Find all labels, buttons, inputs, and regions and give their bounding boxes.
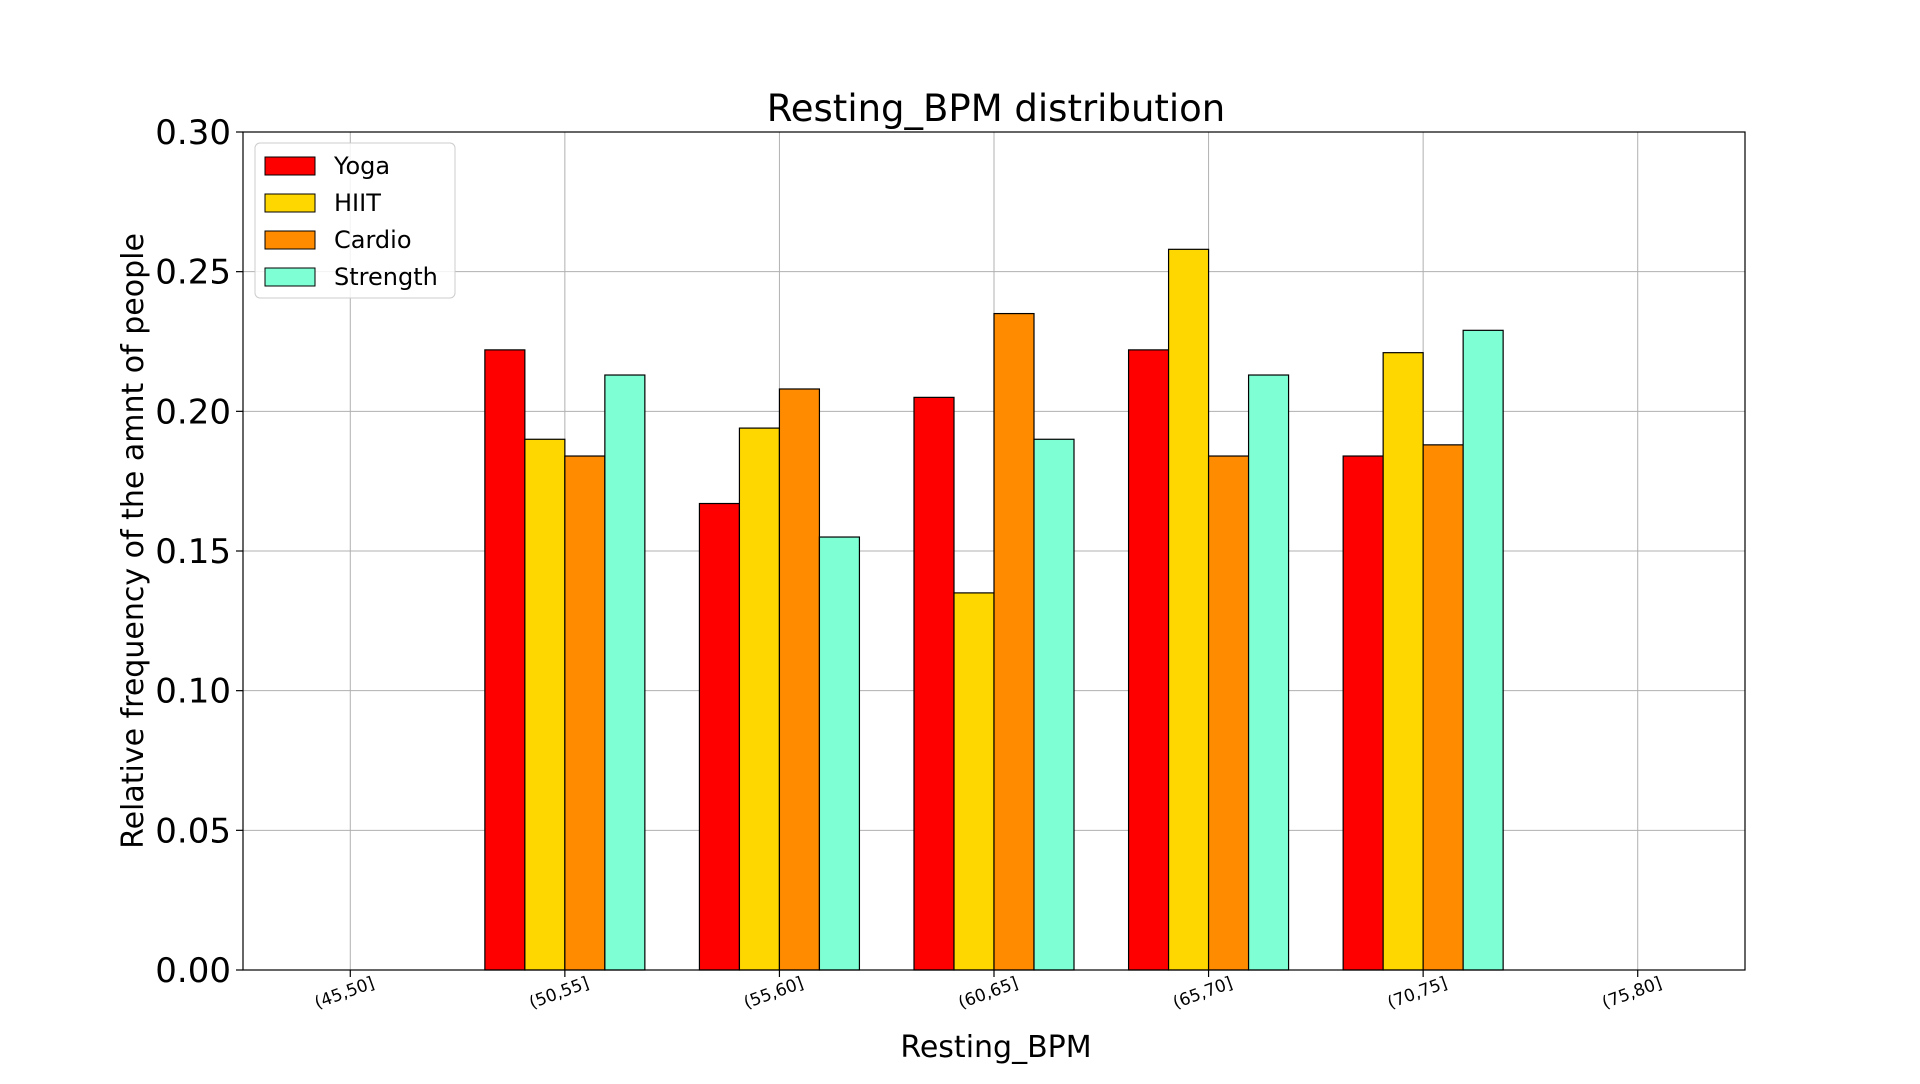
bar-strength-4	[1247, 374, 1290, 971]
bar-cardio-5	[1422, 444, 1464, 971]
legend-label-cardio: Cardio	[334, 226, 412, 254]
bar-cardio-3	[993, 312, 1035, 971]
bar-cardio-2	[778, 388, 821, 971]
legend-swatch-hiit	[264, 193, 316, 213]
bar-hiit-4	[1167, 248, 1210, 971]
x-tick-label: (50,55]	[527, 973, 592, 1013]
legend-box	[254, 142, 456, 299]
y-tick-label: 0.25	[155, 253, 231, 293]
bar-hiit-5	[1382, 352, 1424, 971]
bar-cardio-4	[1207, 455, 1250, 971]
bar-strength-3	[1033, 438, 1075, 971]
y-tick-label: 0.05	[155, 811, 231, 851]
legend-swatch-strength	[264, 267, 316, 287]
bar-yoga-3	[913, 396, 955, 971]
bar-cardio-1	[564, 455, 606, 971]
y-tick-label: 0.15	[155, 532, 231, 572]
bar-yoga-1	[484, 349, 526, 971]
bar-yoga-4	[1127, 349, 1170, 971]
legend-swatch-yoga	[264, 156, 316, 176]
x-tick-label: (55,60]	[741, 973, 806, 1013]
legend-label-hiit: HIIT	[334, 189, 381, 217]
x-tick-label: (70,75]	[1385, 973, 1450, 1013]
bar-yoga-5	[1342, 455, 1384, 971]
bar-strength-2	[818, 536, 861, 971]
bar-strength-5	[1462, 329, 1504, 971]
bar-hiit-1	[524, 438, 566, 971]
legend: Yoga HIIT Cardio Strength	[254, 142, 456, 299]
x-tick-label: (45,50]	[312, 973, 377, 1013]
bars-group	[484, 248, 1504, 971]
bar-hiit-3	[953, 592, 995, 971]
x-axis-label: Resting_BPM	[900, 1030, 1091, 1065]
y-axis-label: Relative frequency of the amnt of people	[116, 233, 151, 849]
y-tick-label: 0.20	[155, 392, 231, 432]
bar-hiit-2	[738, 427, 781, 971]
legend-swatch-cardio	[264, 230, 316, 250]
x-tick-label: (60,65]	[956, 973, 1021, 1013]
y-tick-label: 0.30	[155, 113, 231, 153]
x-axis-ticks: (45,50] (50,55] (55,60] (60,65] (65,70] (70,7…	[312, 970, 1665, 1013]
chart-title: Resting_BPM distribution	[767, 87, 1226, 130]
y-axis-ticks: 0.00 0.05 0.10 0.15 0.20 0.25 0.30	[155, 113, 243, 991]
legend-label-yoga: Yoga	[333, 152, 390, 180]
x-tick-label: (75,80]	[1599, 973, 1664, 1013]
bar-strength-1	[604, 374, 646, 971]
bar-yoga-2	[698, 502, 741, 971]
y-tick-label: 0.10	[155, 672, 231, 712]
x-tick-label: (65,70]	[1170, 973, 1235, 1013]
y-tick-label: 0.00	[155, 951, 231, 991]
legend-label-strength: Strength	[334, 263, 438, 291]
